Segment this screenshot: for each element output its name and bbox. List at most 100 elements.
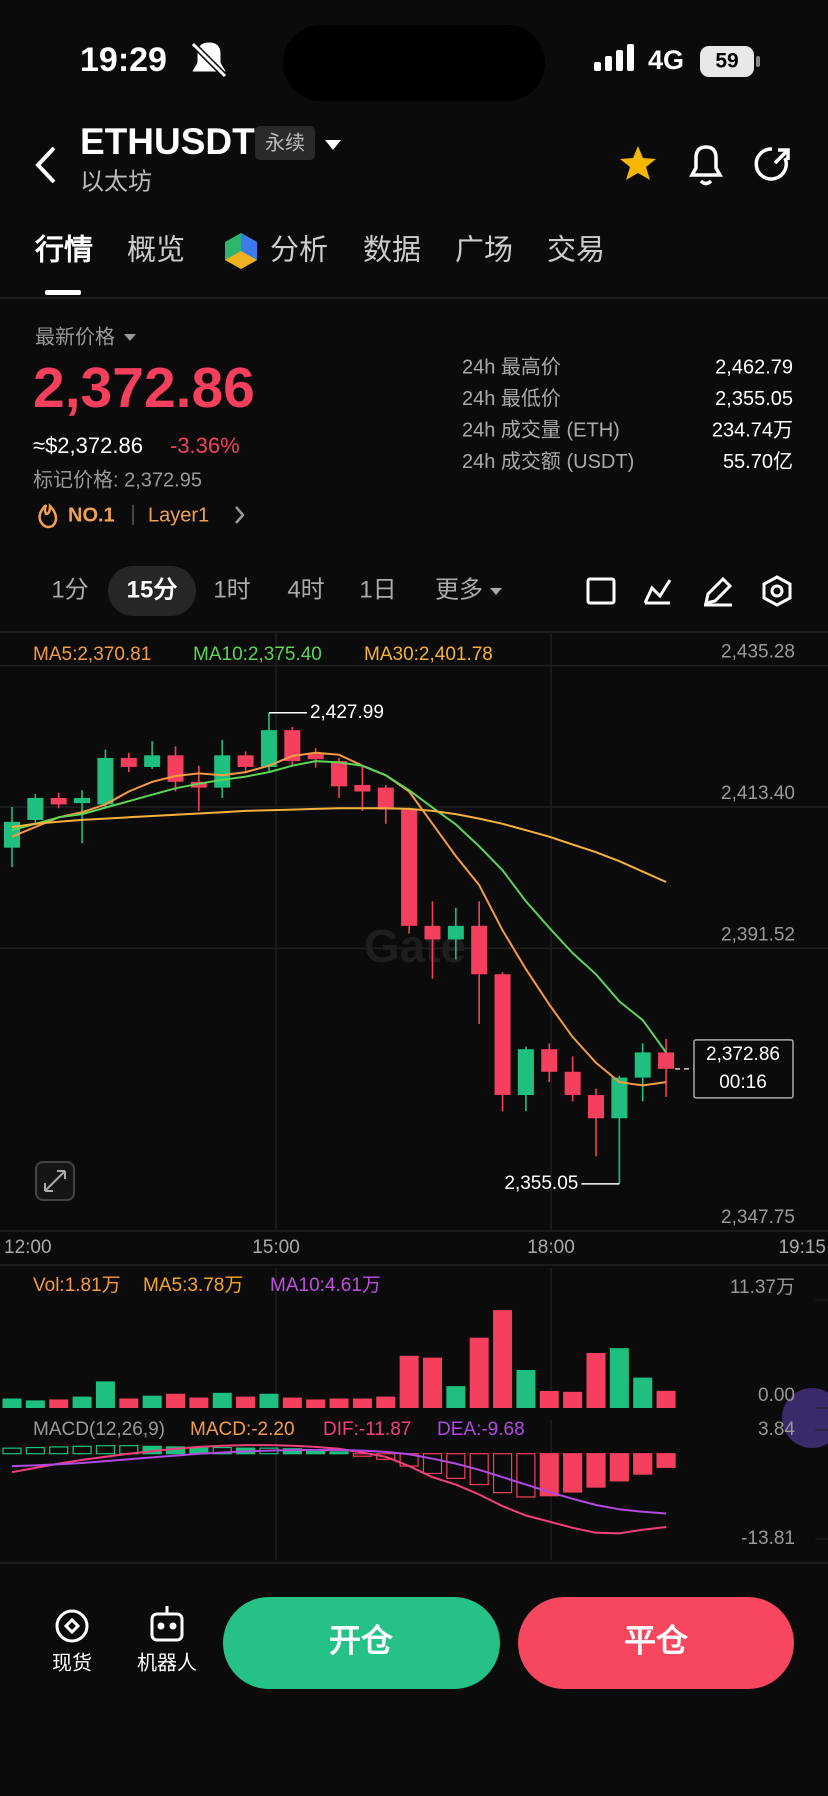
open-label[interactable]: 开仓 <box>329 1622 394 1658</box>
countdown: 00:16 <box>719 1072 767 1093</box>
x-tick-label: 15:00 <box>252 1237 300 1258</box>
price-label: 最新价格 <box>35 325 115 348</box>
fullscreen-icon[interactable] <box>586 577 616 605</box>
rank: NO.1 <box>68 504 115 526</box>
badge-bg <box>255 126 315 160</box>
volume-bar <box>236 1396 256 1408</box>
candle-body <box>471 925 488 975</box>
interval[interactable]: 更多 <box>435 576 483 603</box>
indicator-icon[interactable] <box>643 579 672 605</box>
tool-icons <box>586 575 792 607</box>
favorite-star[interactable] <box>620 146 656 180</box>
spot-label[interactable]: 现货 <box>52 1651 92 1674</box>
signal-icon <box>594 44 634 71</box>
candle-body <box>354 785 371 792</box>
network: 4G <box>648 45 684 75</box>
flame-icon <box>38 502 58 529</box>
close-label[interactable]: 平仓 <box>624 1622 689 1658</box>
candle-body <box>564 1071 581 1096</box>
macd-bar <box>212 1446 232 1455</box>
x-tick-label: 12:00 <box>4 1237 52 1258</box>
bell-clapper <box>699 179 713 186</box>
battery <box>700 46 754 77</box>
volume-legend: MA5:3.78万 <box>143 1275 243 1296</box>
bot-eye <box>157 1622 165 1630</box>
price-dropdown[interactable] <box>124 334 136 341</box>
macd-bar <box>633 1453 653 1475</box>
tag-arrow[interactable] <box>235 506 245 524</box>
volume-bar <box>563 1391 583 1408</box>
mute-slash <box>191 42 227 78</box>
interval[interactable]: 15分 <box>127 576 178 603</box>
macd-bar <box>492 1453 513 1494</box>
volume-bar <box>72 1396 92 1408</box>
volume-bar <box>493 1310 513 1408</box>
spot-icon[interactable] <box>55 1609 89 1643</box>
share-button[interactable] <box>754 147 790 181</box>
tag[interactable]: Layer1 <box>148 504 209 526</box>
open-button[interactable] <box>223 1597 500 1689</box>
ai-facet <box>225 251 257 269</box>
interval[interactable]: 1日 <box>359 576 396 603</box>
tab[interactable]: 概览 <box>127 234 185 267</box>
macd-bar <box>469 1453 489 1486</box>
interval[interactable]: 1分 <box>51 576 88 603</box>
candle-body <box>144 755 161 767</box>
macd-bar <box>25 1446 45 1455</box>
alert-bell[interactable] <box>688 145 724 186</box>
more-dropdown[interactable] <box>490 588 502 595</box>
macd-legend: MACD(12,26,9) <box>33 1419 165 1440</box>
candle-body <box>658 1052 675 1069</box>
stat-label: 24h 成交额 (USDT) <box>462 450 634 473</box>
settings-dot <box>770 584 784 598</box>
interval[interactable]: 1时 <box>213 576 250 603</box>
candle-body <box>260 730 277 767</box>
x-tick-label: 19:15 <box>778 1237 826 1258</box>
volume-bar <box>2 1398 22 1408</box>
interval[interactable]: 4时 <box>287 576 324 603</box>
candle-body <box>447 925 464 940</box>
volume-tick-label: 0.00 <box>758 1385 795 1406</box>
macd-bar <box>72 1445 92 1455</box>
macd-legend: DEA:-9.68 <box>437 1419 525 1440</box>
volume-bar <box>49 1399 69 1408</box>
candle-body <box>97 757 114 805</box>
last-price: 2,372.86 <box>33 356 255 420</box>
candle-body <box>120 757 137 767</box>
stat-label: 24h 最高价 <box>462 355 561 378</box>
draw-icon[interactable] <box>704 576 733 607</box>
symbol-dropdown[interactable] <box>325 140 341 150</box>
bot-icon[interactable] <box>150 1606 184 1642</box>
volume-bar <box>539 1390 559 1408</box>
ma-legend: MA5:2,370.81 <box>33 644 151 665</box>
tab[interactable]: 分析 <box>270 234 328 267</box>
floating-assistant[interactable] <box>782 1388 828 1448</box>
tab[interactable]: 广场 <box>455 234 513 267</box>
share-arrow <box>773 148 790 165</box>
macd-bar <box>563 1453 583 1493</box>
back-button[interactable] <box>35 146 56 184</box>
stat-label: 24h 成交量 (ETH) <box>462 418 620 441</box>
candle-body <box>611 1077 628 1119</box>
stat-value: 234.74万 <box>712 419 793 441</box>
close-button[interactable] <box>518 1597 794 1689</box>
annotation: 2,355.05 <box>504 1173 578 1194</box>
symbol: ETHUSDT <box>80 121 255 162</box>
macd-bar <box>49 1446 69 1455</box>
dif-line <box>11 1444 667 1535</box>
tab[interactable]: 行情 <box>34 234 93 267</box>
tab[interactable]: 数据 <box>363 234 421 267</box>
macd-tick-label: 3.84 <box>758 1419 795 1440</box>
settings-icon[interactable] <box>762 575 792 607</box>
macd-bar <box>2 1447 22 1455</box>
price-change: -3.36% <box>170 433 240 458</box>
mark-price: 标记价格: 2,372.95 <box>33 468 202 491</box>
bot-label[interactable]: 机器人 <box>137 1651 197 1674</box>
volume-bar <box>306 1399 326 1408</box>
ma-line <box>11 807 667 883</box>
tab[interactable]: 交易 <box>547 234 605 267</box>
signal-bar <box>605 56 612 71</box>
usd-price: ≈$2,372.86 <box>33 433 143 458</box>
